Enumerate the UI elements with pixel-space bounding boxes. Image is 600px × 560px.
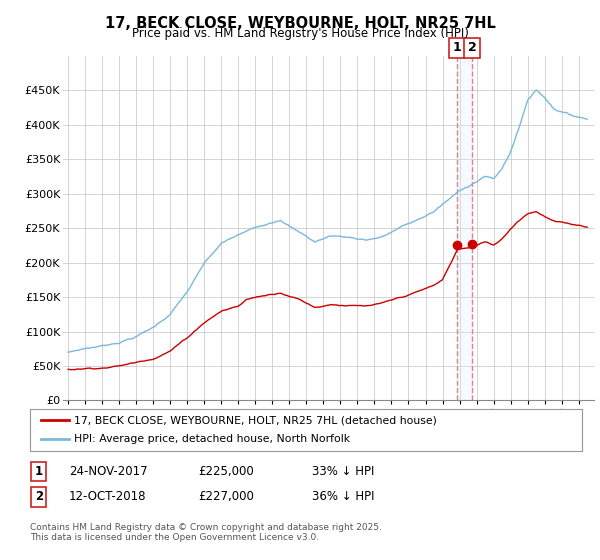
- Text: Contains HM Land Registry data © Crown copyright and database right 2025.
This d: Contains HM Land Registry data © Crown c…: [30, 522, 382, 542]
- Text: 36% ↓ HPI: 36% ↓ HPI: [312, 490, 374, 503]
- Text: 33% ↓ HPI: 33% ↓ HPI: [312, 465, 374, 478]
- Text: 17, BECK CLOSE, WEYBOURNE, HOLT, NR25 7HL: 17, BECK CLOSE, WEYBOURNE, HOLT, NR25 7H…: [104, 16, 496, 31]
- Text: Price paid vs. HM Land Registry's House Price Index (HPI): Price paid vs. HM Land Registry's House …: [131, 27, 469, 40]
- Text: 2: 2: [35, 490, 43, 503]
- Text: 12-OCT-2018: 12-OCT-2018: [69, 490, 146, 503]
- Text: 24-NOV-2017: 24-NOV-2017: [69, 465, 148, 478]
- Text: 1: 1: [35, 465, 43, 478]
- Text: 17, BECK CLOSE, WEYBOURNE, HOLT, NR25 7HL (detached house): 17, BECK CLOSE, WEYBOURNE, HOLT, NR25 7H…: [74, 415, 437, 425]
- Text: HPI: Average price, detached house, North Norfolk: HPI: Average price, detached house, Nort…: [74, 435, 350, 445]
- Text: £227,000: £227,000: [198, 490, 254, 503]
- Text: 1: 1: [452, 41, 461, 54]
- Bar: [457, 56, 472, 400]
- Text: £225,000: £225,000: [198, 465, 254, 478]
- Text: 2: 2: [468, 41, 476, 54]
